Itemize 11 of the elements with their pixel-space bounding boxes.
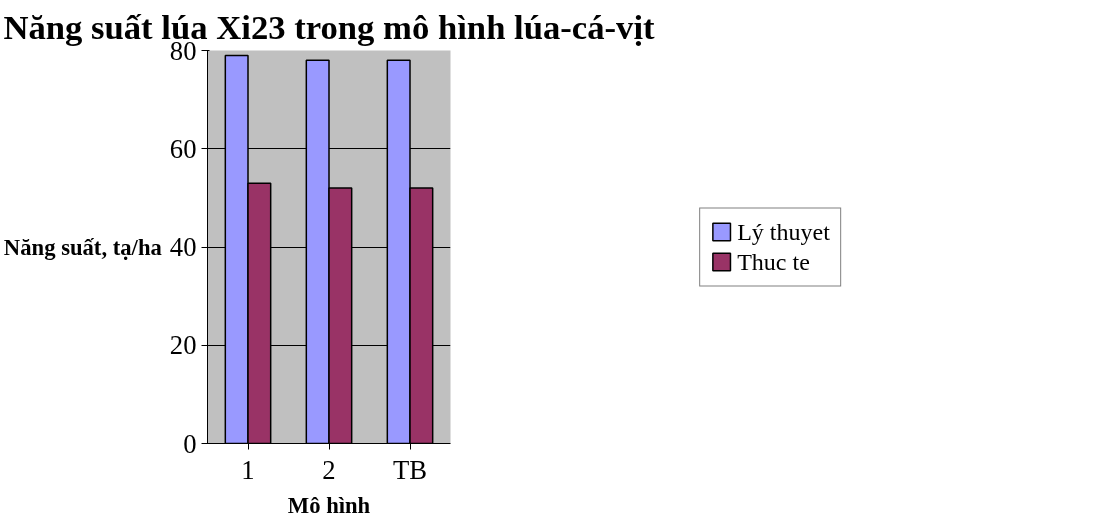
legend-label: Thuc te: [737, 248, 810, 275]
y-tick-label: 20: [169, 330, 197, 361]
x-tick-label: 2: [322, 454, 336, 485]
x-tick-label: TB: [392, 454, 428, 485]
x-axis-title: Mô hình: [287, 492, 371, 518]
y-tick-label: 40: [169, 232, 197, 262]
legend-label: Lý thuyet: [737, 218, 830, 245]
y-axis-title: Năng suất, tạ/ha: [3, 234, 162, 260]
x-tick-label: 1: [241, 454, 255, 485]
y-tick-label: 60: [169, 133, 197, 164]
y-tick-label: 0: [183, 428, 197, 459]
